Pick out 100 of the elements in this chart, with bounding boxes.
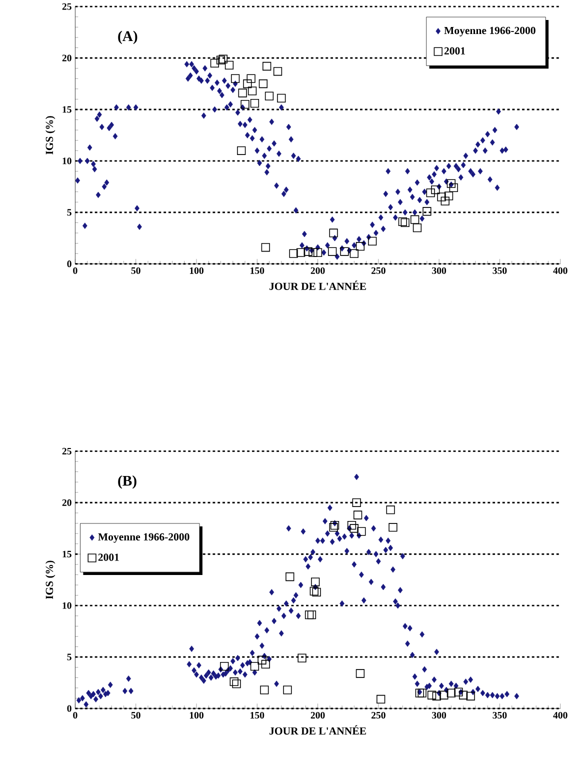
- x-tick-label: 200: [310, 712, 325, 719]
- y-tick-label: 10: [62, 602, 72, 609]
- point: [350, 249, 359, 258]
- x-tick-label: 100: [190, 712, 204, 719]
- y-tick-label: 15: [62, 106, 72, 113]
- point: [273, 67, 282, 76]
- x-tick-label: 0: [73, 267, 78, 274]
- x-tick-label: 100: [190, 267, 204, 274]
- point: [446, 688, 456, 698]
- point: [230, 74, 240, 83]
- x-tick-label: 0: [73, 712, 78, 719]
- x-tick-label: 150: [250, 712, 264, 719]
- x-axis-title: JOUR DE L'ANNÉE: [270, 725, 366, 735]
- point: [210, 58, 220, 68]
- point: [350, 524, 359, 533]
- y-tick-label: 15: [62, 550, 72, 558]
- x-tick-label: 350: [492, 267, 507, 274]
- point: [313, 248, 322, 257]
- point: [388, 523, 398, 532]
- point: [329, 228, 338, 238]
- x-tick-label: 300: [432, 267, 446, 274]
- point: [258, 79, 268, 88]
- point: [248, 86, 257, 96]
- point: [368, 236, 377, 246]
- y-tick-label: 20: [62, 499, 72, 506]
- point: [261, 243, 270, 252]
- point: [427, 690, 436, 700]
- point: [422, 207, 432, 216]
- point: [264, 92, 274, 100]
- point: [311, 578, 320, 586]
- point: [310, 586, 318, 596]
- point: [246, 74, 256, 83]
- point: [354, 510, 362, 520]
- point: [232, 679, 241, 688]
- point: [356, 242, 365, 251]
- point: [410, 215, 420, 224]
- point: [250, 662, 260, 671]
- point: [449, 183, 458, 192]
- point: [418, 688, 426, 698]
- point: [216, 56, 226, 64]
- point: [240, 100, 250, 109]
- x-tick-label: 400: [553, 712, 568, 719]
- legend-label: 2001: [98, 554, 119, 561]
- point: [454, 688, 463, 696]
- point: [400, 218, 410, 228]
- point: [289, 249, 298, 258]
- x-axis-title: JOUR DE L'ANNÉE: [270, 280, 366, 290]
- point: [238, 88, 247, 98]
- point: [426, 188, 435, 198]
- y-axis-title: IGS (%): [46, 116, 56, 154]
- x-tick-label: 400: [553, 267, 568, 274]
- y-tick-label: 0: [67, 705, 72, 712]
- text: (B): [118, 475, 136, 489]
- point: [357, 527, 366, 536]
- point: [262, 62, 272, 71]
- point: [412, 224, 422, 232]
- point: [250, 98, 260, 108]
- y-tick-label: 20: [62, 54, 72, 62]
- point: [440, 690, 448, 700]
- point: [347, 520, 356, 530]
- point: [444, 192, 454, 200]
- point: [260, 686, 269, 694]
- point: [398, 217, 408, 226]
- point: [230, 677, 238, 686]
- legend-label: 2001: [444, 47, 465, 55]
- point: [340, 247, 349, 256]
- point: [258, 656, 266, 664]
- point: [431, 185, 440, 194]
- point: [298, 654, 306, 662]
- point: [352, 498, 361, 507]
- legend-label: Moyenne 1966-2000: [98, 533, 190, 543]
- point: [376, 694, 386, 704]
- text: (A): [118, 30, 138, 44]
- point: [329, 523, 338, 532]
- y-axis-title: IGS (%): [46, 560, 56, 600]
- point: [356, 669, 365, 678]
- x-tick-label: 50: [131, 267, 140, 274]
- point: [296, 248, 306, 257]
- point: [218, 54, 228, 64]
- x-tick-label: 350: [492, 712, 507, 719]
- x-tick-label: 200: [310, 267, 325, 274]
- point: [277, 94, 286, 102]
- point: [459, 690, 468, 700]
- point: [261, 660, 270, 669]
- x-tick-label: 300: [432, 712, 446, 719]
- point: [237, 146, 246, 155]
- point: [432, 692, 441, 700]
- y-tick-label: 25: [62, 3, 72, 10]
- point: [328, 247, 337, 256]
- point: [308, 248, 318, 257]
- point: [304, 610, 314, 620]
- point: [283, 686, 292, 694]
- point: [466, 692, 475, 700]
- point: [243, 79, 252, 88]
- point: [224, 60, 234, 70]
- x-tick-label: 250: [372, 712, 386, 719]
- point: [312, 588, 321, 597]
- point: [220, 662, 229, 671]
- y-tick-label: 0: [67, 260, 72, 268]
- legend-label: Moyenne 1966-2000: [444, 26, 536, 36]
